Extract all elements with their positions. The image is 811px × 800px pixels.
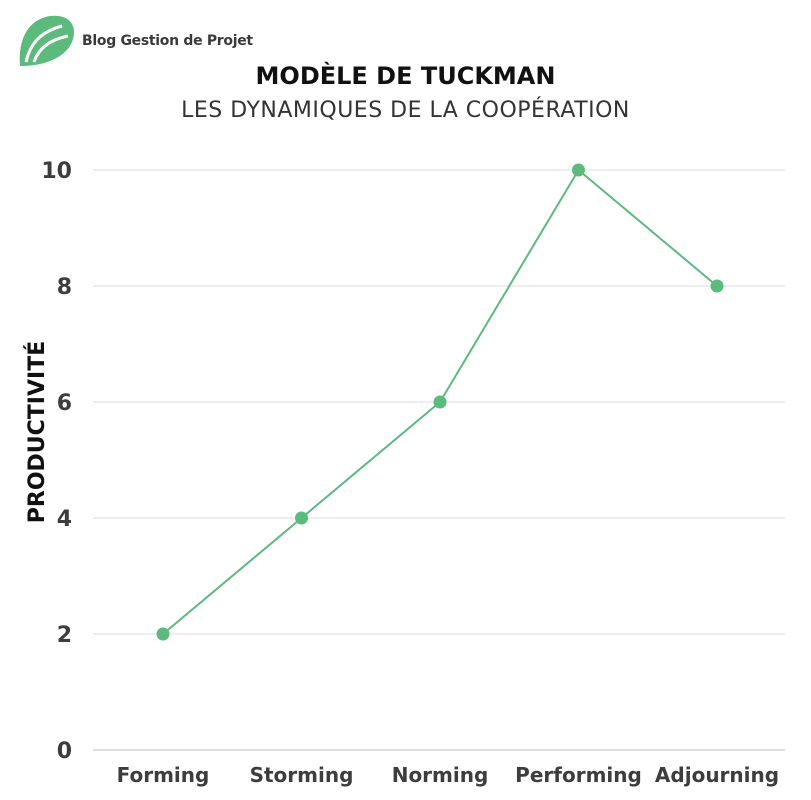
y-axis-label: PRODUCTIVITÉ bbox=[24, 341, 50, 523]
data-point bbox=[433, 395, 447, 409]
x-tick-label: Forming bbox=[117, 763, 210, 787]
data-point bbox=[710, 279, 724, 293]
data-point bbox=[156, 627, 170, 641]
y-tick-label: 6 bbox=[57, 391, 72, 416]
leaf-logo-icon bbox=[19, 15, 74, 66]
x-tick-label: Performing bbox=[515, 763, 642, 787]
data-point bbox=[295, 511, 308, 525]
y-tick-label: 10 bbox=[41, 159, 72, 184]
chart-subtitle: LES DYNAMIQUES DE LA COOPÉRATION bbox=[181, 98, 630, 123]
chart-title: MODÈLE DE TUCKMAN bbox=[255, 62, 556, 90]
x-tick-label: Norming bbox=[392, 763, 489, 787]
brand-name: Blog Gestion de Projet bbox=[82, 33, 253, 49]
y-tick-label: 0 bbox=[57, 739, 72, 764]
y-tick-label: 8 bbox=[57, 275, 72, 300]
data-point bbox=[572, 163, 585, 177]
x-tick-label: Storming bbox=[250, 763, 354, 787]
y-tick-label: 2 bbox=[57, 623, 72, 648]
x-tick-label: Adjourning bbox=[655, 763, 779, 787]
y-tick-label: 4 bbox=[57, 507, 72, 532]
brand-logo: Blog Gestion de Projet bbox=[16, 12, 253, 70]
